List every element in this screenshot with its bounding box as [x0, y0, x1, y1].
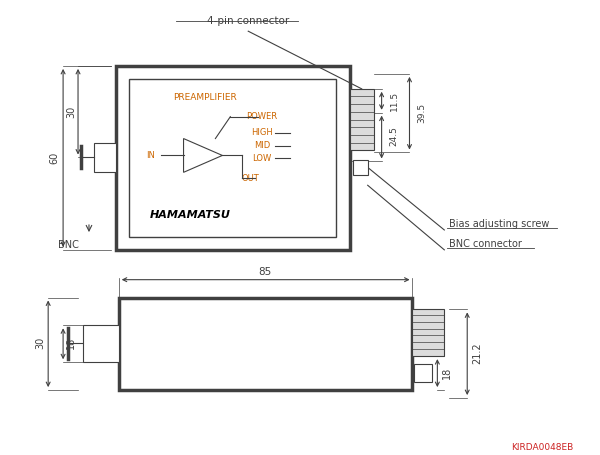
Text: IN: IN	[146, 151, 155, 160]
Bar	[119, 298, 412, 390]
Text: 21.2: 21.2	[472, 343, 482, 364]
Text: HAMAMATSU: HAMAMATSU	[150, 210, 231, 220]
Bar	[83, 325, 119, 362]
Text: Bias adjusting screw: Bias adjusting screw	[449, 219, 550, 229]
Polygon shape	[184, 138, 223, 172]
Text: 24.5: 24.5	[389, 126, 398, 147]
Text: BNC: BNC	[58, 240, 79, 250]
Text: 18: 18	[442, 367, 452, 379]
Text: 18: 18	[66, 337, 76, 349]
Text: 30: 30	[66, 106, 76, 118]
Text: 11.5: 11.5	[389, 91, 398, 111]
Text: OUT: OUT	[241, 174, 259, 183]
Bar	[412, 309, 445, 356]
Text: LOW: LOW	[253, 154, 272, 163]
Bar	[94, 142, 116, 172]
Text: 39.5: 39.5	[418, 103, 427, 123]
Text: BNC connector: BNC connector	[449, 239, 522, 249]
Text: PREAMPLIFIER: PREAMPLIFIER	[173, 93, 238, 102]
Text: 30: 30	[35, 337, 45, 349]
Text: 4-pin connector: 4-pin connector	[207, 16, 289, 26]
Text: KIRDA0048EB: KIRDA0048EB	[511, 443, 574, 452]
Bar	[116, 66, 350, 250]
Bar	[350, 89, 374, 151]
Bar	[129, 79, 336, 237]
Text: MID: MID	[254, 141, 271, 150]
Text: HIGH: HIGH	[251, 128, 273, 137]
Bar	[415, 364, 433, 382]
Text: 60: 60	[49, 152, 59, 163]
Text: POWER: POWER	[247, 112, 278, 121]
Text: 85: 85	[259, 267, 272, 277]
Bar	[353, 161, 368, 175]
